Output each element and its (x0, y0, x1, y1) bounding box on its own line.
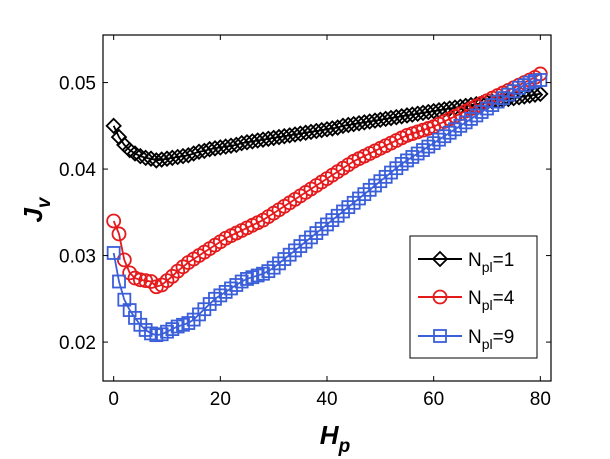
x-tick-label: 0 (108, 389, 119, 410)
x-axis-title: Hp (320, 420, 350, 457)
legend-marker (432, 289, 448, 305)
x-axis-title-main: H (320, 420, 340, 450)
data-point (132, 272, 148, 288)
series-layer (105, 66, 549, 343)
legend-label-suffix: =1 (493, 250, 515, 271)
data-point (116, 252, 132, 268)
data-point (126, 145, 144, 162)
data-point (143, 274, 159, 289)
data-point (132, 147, 149, 165)
legend-label-main: N (468, 250, 482, 271)
legend-item-2: Npl=4 (418, 288, 515, 313)
legend-item-1: Npl=1 (418, 250, 514, 275)
data-point (164, 268, 180, 284)
legend-label-suffix: =4 (493, 288, 515, 309)
data-point (142, 150, 160, 167)
y-axis-title: Jv (18, 196, 55, 222)
legend-label-main: N (468, 327, 482, 348)
legend-label-sub: pl (482, 297, 493, 313)
data-point (111, 226, 127, 242)
y-tick-label: 0.02 (59, 333, 96, 354)
data-point (122, 265, 138, 281)
ticks-layer: 0 20 40 60 80 0.02 0.03 0.04 0.05 (59, 35, 551, 410)
data-point (112, 274, 126, 289)
x-tick-label: 80 (530, 389, 551, 410)
x-axis-title-sub: p (338, 436, 351, 457)
y-tick-label: 0.04 (59, 160, 96, 181)
x-tick-label: 40 (316, 389, 337, 410)
legend-item-3: Npl=9 (418, 327, 514, 352)
data-point (105, 117, 122, 135)
legend-label: Npl=9 (468, 327, 514, 352)
x-tick-label: 20 (210, 389, 231, 410)
series-3 (106, 73, 548, 343)
data-point (526, 86, 544, 103)
data-point (106, 246, 121, 260)
legend-label-main: N (468, 288, 482, 309)
legend-label-suffix: =9 (493, 327, 515, 348)
y-axis-title-sub: v (34, 196, 55, 208)
y-tick-label: 0.03 (59, 247, 96, 268)
legend-marker (433, 329, 447, 343)
legend-label: Npl=4 (468, 288, 515, 313)
data-point (532, 85, 549, 103)
legend-label-sub: pl (482, 259, 493, 275)
y-axis-title-main: J (18, 208, 48, 223)
y-tick-label: 0.05 (59, 74, 96, 95)
data-point (137, 149, 154, 167)
x-tick-label: 60 (423, 389, 444, 410)
legend-marker (431, 250, 449, 268)
legend-label-sub: pl (482, 336, 493, 352)
data-point (106, 213, 122, 229)
data-point (533, 73, 548, 87)
legend-label: Npl=1 (468, 250, 514, 275)
